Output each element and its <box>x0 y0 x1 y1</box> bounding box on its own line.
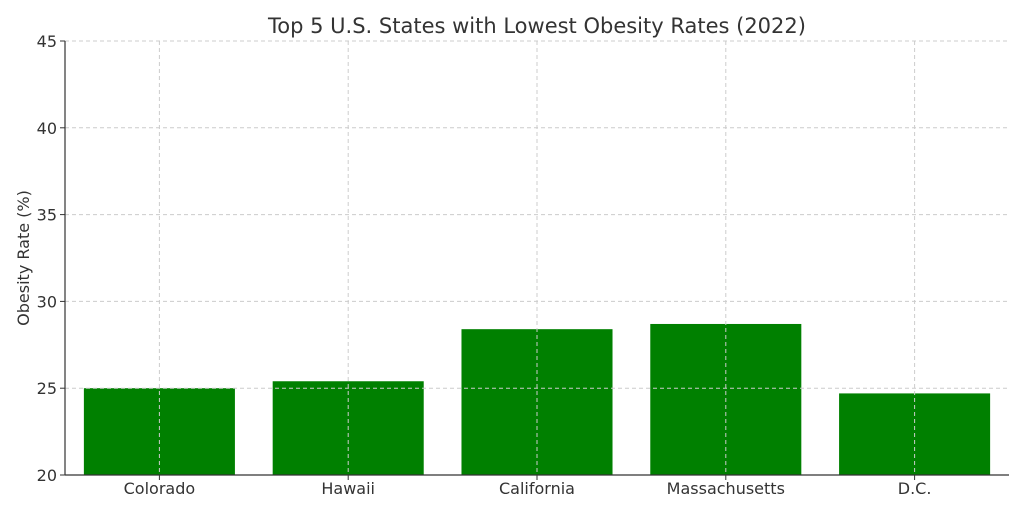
x-tick-label: D.C. <box>898 479 932 498</box>
y-tick-label: 45 <box>37 32 57 51</box>
y-ticks: 20 25 30 35 40 45 <box>37 32 65 485</box>
y-tick-label: 35 <box>37 206 57 225</box>
x-tick-label: Massachusetts <box>667 479 785 498</box>
y-tick-label: 25 <box>37 379 57 398</box>
x-tick-label: Colorado <box>124 479 196 498</box>
x-tick-label: California <box>499 479 575 498</box>
grid-layer <box>65 40 1009 476</box>
bar <box>83 388 235 475</box>
x-tick-label: Hawaii <box>321 479 375 498</box>
y-tick-label: 40 <box>37 119 57 138</box>
chart-title: Top 5 U.S. States with Lowest Obesity Ra… <box>267 14 806 38</box>
y-axis-label: Obesity Rate (%) <box>14 190 33 326</box>
y-tick-label: 20 <box>37 466 57 485</box>
x-ticks: Colorado Hawaii California Massachusetts D.C… <box>124 475 932 498</box>
y-tick-label: 30 <box>37 292 57 311</box>
